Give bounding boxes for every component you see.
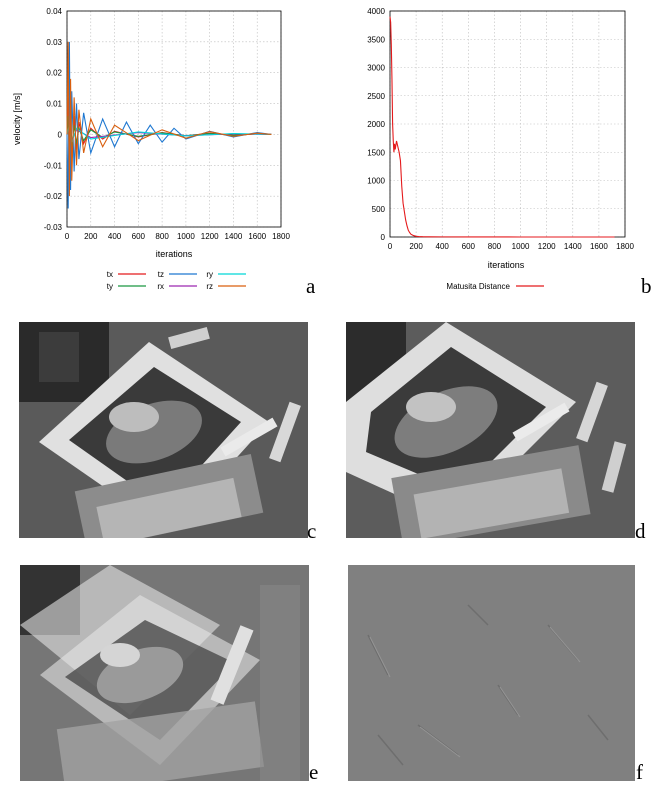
x-tick-label: 1200	[538, 242, 556, 251]
x-tick-label: 800	[488, 242, 502, 251]
x-tick-label: 600	[462, 242, 476, 251]
series-line-matusita-distance	[389, 16, 615, 238]
legend-label: tx	[107, 270, 113, 279]
legend: tx ty tz rx ry rz	[107, 270, 246, 291]
x-tick-label: 1400	[564, 242, 582, 251]
x-tick-labels: 0 200 400 600 800 1000 1200 1400 1600 1800	[65, 232, 291, 241]
x-tick-labels: 0 200 400 600 800 1000 1200 1400 1600 1800	[388, 242, 635, 251]
y-tick-label: -0.02	[44, 192, 63, 201]
x-tick-label: 1800	[616, 242, 634, 251]
grid	[66, 10, 282, 228]
plot-frame	[66, 10, 282, 228]
warped-image-e	[20, 565, 309, 781]
x-tick-label: 0	[65, 232, 70, 241]
y-tick-label: 0.04	[46, 7, 62, 16]
y-tick-label: 2000	[367, 120, 385, 129]
legend-label: ty	[107, 282, 113, 291]
x-tick-label: 1200	[201, 232, 219, 241]
x-tick-label: 1000	[512, 242, 530, 251]
y-tick-label: 0	[381, 233, 386, 242]
x-axis-label: iterations	[156, 249, 193, 259]
x-tick-label: 1800	[272, 232, 290, 241]
x-tick-label: 400	[436, 242, 450, 251]
series-lines	[66, 41, 272, 209]
x-tick-label: 0	[388, 242, 393, 251]
panel-label-c: c	[307, 519, 317, 543]
panel-label-b: b	[641, 274, 652, 298]
x-tick-label: 200	[409, 242, 423, 251]
y-tick-label: 3000	[367, 64, 385, 73]
y-tick-label: 4000	[367, 7, 385, 16]
y-tick-label: 1000	[367, 177, 385, 186]
legend-label: rz	[206, 282, 213, 291]
series-line-tx	[66, 97, 272, 166]
legend-label: rx	[157, 282, 164, 291]
y-tick-label: 3500	[367, 35, 385, 44]
series-line-rz	[66, 41, 272, 197]
x-tick-label: 400	[108, 232, 122, 241]
y-tick-labels: 0 500 1000 1500 2000 2500 3000 3500 4000	[367, 7, 385, 242]
panel-label-a: a	[306, 274, 316, 298]
legend-label: Matusita Distance	[446, 282, 510, 291]
x-tick-label: 1600	[590, 242, 608, 251]
difference-image-f	[348, 565, 635, 781]
grid	[389, 10, 626, 238]
y-tick-label: 0	[58, 130, 63, 139]
y-tick-label: -0.03	[44, 223, 63, 232]
series-line-tz	[66, 41, 272, 209]
panel-label-d: d	[635, 519, 646, 543]
y-tick-label: 0.03	[46, 38, 62, 47]
x-tick-label: 1600	[248, 232, 266, 241]
panel-label-e: e	[309, 760, 319, 784]
y-tick-label: 500	[372, 205, 386, 214]
legend-label: ry	[206, 270, 213, 279]
camera-image-d	[346, 322, 635, 538]
y-tick-label: 0.02	[46, 69, 62, 78]
x-tick-label: 800	[155, 232, 169, 241]
y-tick-label: 2500	[367, 92, 385, 101]
legend: Matusita Distance	[446, 282, 544, 291]
x-axis-label: iterations	[488, 260, 525, 270]
y-tick-label: 1500	[367, 148, 385, 157]
legend-label: tz	[158, 270, 164, 279]
x-tick-label: 1400	[225, 232, 243, 241]
x-tick-label: 600	[132, 232, 146, 241]
panel-label-f: f	[636, 760, 643, 784]
y-axis-label: velocity [m/s]	[12, 93, 22, 145]
y-tick-label: -0.01	[44, 161, 63, 170]
matusita-chart: 0 500 1000 1500 2000 2500 3000 3500 4000 0 200 400…	[367, 7, 635, 291]
y-tick-labels: -0.03 -0.02 -0.01 0 0.01 0.02 0.03 0.04	[44, 7, 63, 232]
x-tick-label: 200	[84, 232, 98, 241]
series-lines	[389, 16, 615, 238]
velocity-chart: -0.03 -0.02 -0.01 0 0.01 0.02 0.03 0.04 0 200 400…	[12, 7, 291, 291]
camera-image-c	[19, 322, 308, 538]
x-tick-label: 1000	[177, 232, 195, 241]
y-tick-label: 0.01	[46, 100, 62, 109]
